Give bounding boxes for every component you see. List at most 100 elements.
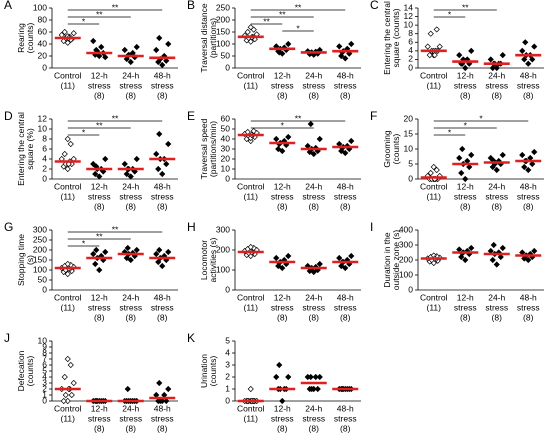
x-tick-label: stress	[485, 80, 508, 90]
data-point	[64, 165, 71, 173]
y-tick-label: 400	[399, 224, 413, 234]
y-tick-label: 8	[42, 347, 47, 357]
x-tick-label: (8)	[309, 201, 320, 211]
x-tick-label: (8)	[309, 312, 320, 322]
data-point	[62, 391, 69, 399]
x-tick-label: 12-h	[274, 403, 291, 413]
data-point	[531, 247, 538, 255]
significance-label: *	[281, 120, 285, 130]
x-tick-label: (8)	[460, 90, 471, 100]
data-point	[273, 254, 280, 262]
y-tick-label: 50	[221, 123, 231, 133]
significance-label: **	[295, 2, 302, 12]
data-point	[497, 253, 504, 261]
data-point	[348, 252, 355, 260]
x-tick-label: 48-h	[154, 403, 171, 413]
x-tick-label: stress	[151, 80, 174, 90]
panel-letter: A	[4, 0, 12, 12]
data-point	[159, 262, 166, 270]
x-tick-label: stress	[454, 191, 477, 201]
y-tick-label: 3	[42, 377, 47, 387]
data-point	[153, 250, 160, 258]
data-point	[165, 248, 172, 256]
y-tick-label: 4	[42, 371, 47, 381]
x-tick-label: (11)	[61, 413, 76, 423]
data-point	[276, 49, 283, 56]
y-tick-label: 12	[404, 11, 414, 21]
x-tick-label: Control	[54, 181, 82, 191]
significance-label: *	[82, 127, 86, 137]
x-tick-label: (8)	[460, 312, 471, 322]
y-tick-label: 10	[404, 19, 414, 29]
x-tick-label: 48-h	[337, 181, 354, 191]
data-point	[342, 149, 349, 157]
x-tick-label: 24-h	[122, 292, 139, 302]
x-tick-label: (8)	[523, 312, 534, 322]
data-point	[310, 150, 317, 158]
x-tick-label: (11)	[244, 191, 259, 201]
data-point	[70, 379, 77, 387]
y-axis-label: (s)	[25, 255, 35, 265]
significance-label: **	[96, 231, 103, 241]
x-tick-label: 24-h	[305, 70, 322, 80]
x-tick-label: 24-h	[488, 70, 505, 80]
data-point	[487, 154, 494, 162]
data-point	[424, 43, 431, 50]
data-point	[155, 165, 162, 173]
y-axis-label: (partitions)	[208, 18, 218, 58]
data-point	[156, 246, 163, 254]
y-tick-label: 0	[408, 284, 413, 294]
y-tick-label: 50	[221, 50, 231, 60]
y-axis-label: Traversal distance	[199, 3, 209, 72]
x-tick-label: 12-h	[274, 181, 291, 191]
x-tick-label: 12-h	[91, 181, 108, 191]
y-tick-label: 20	[38, 50, 48, 60]
panel-letter: G	[4, 220, 13, 234]
data-point	[61, 373, 68, 381]
data-point	[487, 56, 494, 63]
data-point	[279, 147, 286, 155]
data-point	[90, 160, 97, 168]
data-point	[426, 52, 433, 59]
x-tick-label: (8)	[277, 90, 288, 100]
y-tick-label: 40	[38, 38, 48, 48]
data-point	[348, 40, 355, 48]
panel-letter: I	[370, 220, 373, 234]
y-tick-label: 100	[33, 2, 47, 12]
data-point	[525, 60, 532, 67]
data-point	[273, 373, 280, 381]
x-tick-label: stress	[271, 80, 294, 90]
x-tick-label: stress	[88, 80, 111, 90]
data-point	[156, 34, 163, 42]
x-tick-label: stress	[485, 302, 508, 312]
data-point	[489, 64, 496, 72]
x-tick-label: (8)	[492, 201, 503, 211]
x-tick-label: stress	[454, 302, 477, 312]
y-axis-label: outside zone (s)	[391, 230, 401, 291]
y-tick-label: 20	[221, 153, 231, 163]
x-tick-label: (8)	[523, 201, 534, 211]
y-tick-label: 2	[225, 371, 230, 381]
x-tick-label: 24-h	[122, 181, 139, 191]
data-point	[153, 46, 160, 54]
data-point	[127, 173, 134, 180]
x-tick-label: stress	[88, 191, 111, 201]
data-point	[456, 52, 463, 59]
data-point	[61, 150, 68, 158]
significance-label: *	[448, 127, 452, 137]
y-tick-label: 200	[399, 254, 413, 264]
y-axis-label: (counts)	[25, 22, 35, 53]
x-tick-label: stress	[271, 413, 294, 423]
significance-label: **	[112, 224, 119, 234]
x-tick-label: (11)	[427, 191, 442, 201]
y-tick-label: 1	[42, 389, 47, 399]
x-tick-label: (11)	[244, 413, 259, 423]
x-tick-label: 12-h	[457, 70, 474, 80]
data-point	[155, 258, 162, 266]
x-tick-label: (8)	[340, 201, 351, 211]
data-point	[90, 37, 97, 45]
significance-label: **	[263, 16, 270, 26]
x-tick-label: (8)	[94, 312, 105, 322]
